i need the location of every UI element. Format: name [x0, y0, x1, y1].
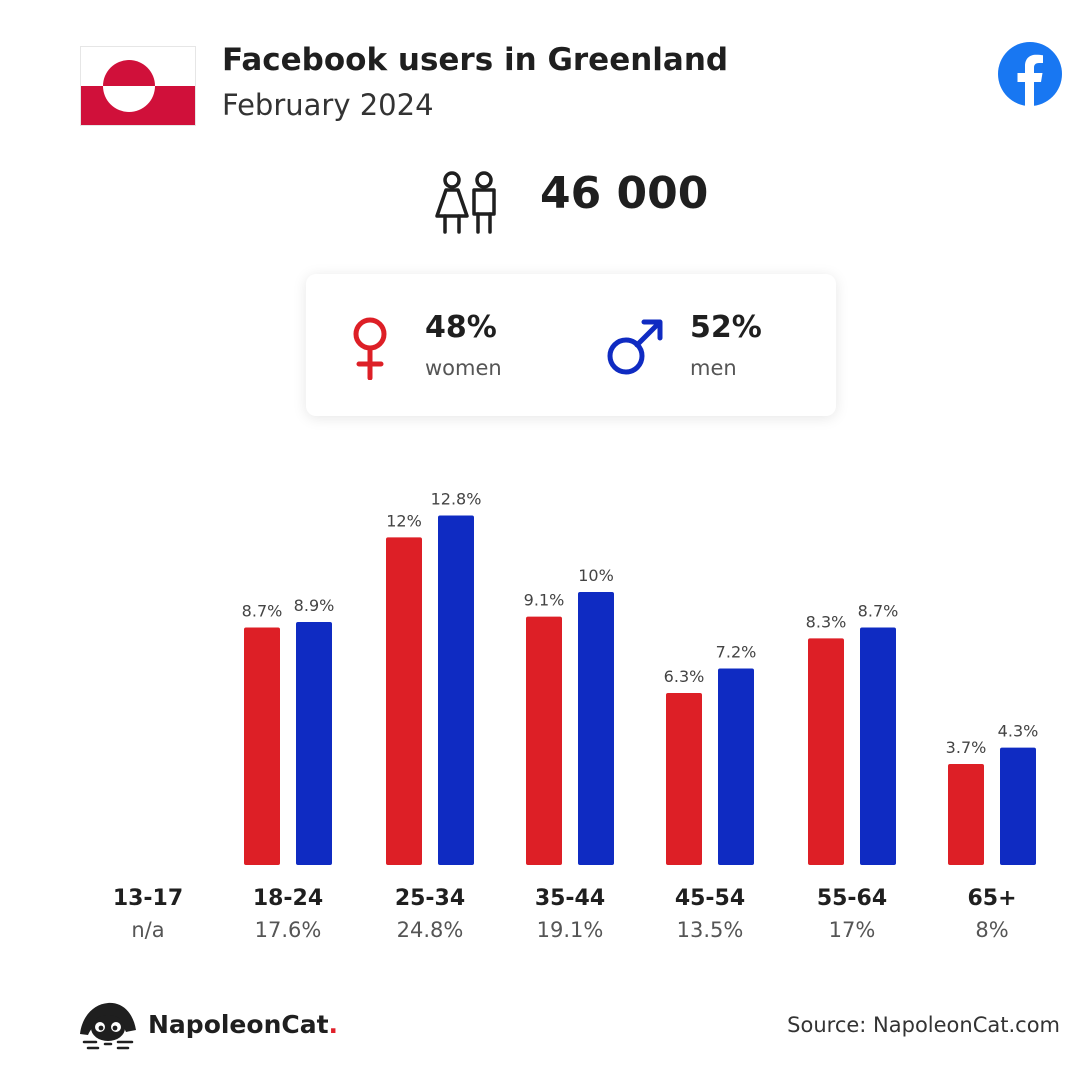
data-label: 8.3% — [806, 612, 847, 631]
category-total: 13.5% — [677, 918, 744, 942]
category-label: 25-34 — [395, 886, 465, 911]
category-label: 35-44 — [535, 886, 605, 911]
category-label: 45-54 — [675, 886, 745, 911]
category-label: 55-64 — [817, 886, 887, 911]
gender-card: 48% women 52% men — [306, 274, 836, 416]
women-label: women — [425, 356, 502, 380]
data-label: 7.2% — [716, 642, 757, 661]
women-percent: 48% — [425, 310, 497, 345]
category-total: n/a — [131, 918, 164, 942]
page-title: Facebook users in Greenland — [222, 42, 729, 78]
data-label: 3.7% — [946, 738, 987, 757]
data-label: 4.3% — [998, 722, 1039, 741]
data-label: 12.8% — [431, 490, 482, 509]
data-label: 8.7% — [858, 601, 899, 620]
data-label: 10% — [578, 566, 614, 585]
category-total: 8% — [975, 918, 1008, 942]
men-percent: 52% — [690, 310, 762, 345]
page-subtitle: February 2024 — [222, 88, 434, 122]
age-gender-bar-chart: 13-17 n/a 8.7% 8.9% 18-24 17.6% 12% 12.8% 25-34 2… — [113, 490, 1039, 942]
bar-18-24-series-1 — [244, 627, 280, 865]
greenland-flag — [80, 46, 196, 126]
facebook-logo-icon — [998, 42, 1062, 106]
data-label: 9.1% — [524, 591, 565, 610]
bar-55-64-series-2 — [860, 627, 896, 865]
category-total: 24.8% — [397, 918, 464, 942]
data-label: 6.3% — [664, 667, 705, 686]
bar-25-34-series-1 — [386, 537, 422, 865]
category-label: 13-17 — [113, 886, 183, 911]
data-label: 12% — [386, 511, 422, 530]
brand-name: NapoleonCat. — [148, 1010, 338, 1039]
users-icon — [435, 171, 496, 234]
bar-45-54-series-2 — [718, 668, 754, 865]
category-label: 65+ — [967, 886, 1016, 911]
male-symbol-icon — [607, 319, 663, 375]
category-total: 19.1% — [537, 918, 604, 942]
bar-45-54-series-1 — [666, 693, 702, 865]
bar-35-44-series-2 — [578, 592, 614, 865]
category-label: 18-24 — [253, 886, 323, 911]
total-users: 46 000 — [540, 168, 709, 219]
bar-65+-series-2 — [1000, 747, 1036, 865]
bar-35-44-series-1 — [526, 616, 562, 865]
napoleoncat-logo-icon — [80, 1002, 136, 1050]
category-total: 17% — [829, 918, 876, 942]
bar-65+-series-1 — [948, 763, 984, 865]
men-label: men — [690, 356, 737, 380]
source-note: Source: NapoleonCat.com — [787, 1013, 1060, 1037]
data-label: 8.9% — [294, 596, 335, 615]
category-total: 17.6% — [255, 918, 322, 942]
brand-dot: . — [328, 1010, 339, 1039]
bar-55-64-series-1 — [808, 638, 844, 865]
data-label: 8.7% — [242, 601, 283, 620]
brand-text: NapoleonCat — [148, 1010, 329, 1039]
bar-18-24-series-2 — [296, 622, 332, 865]
bar-25-34-series-2 — [438, 515, 474, 865]
female-symbol-icon — [353, 317, 387, 380]
